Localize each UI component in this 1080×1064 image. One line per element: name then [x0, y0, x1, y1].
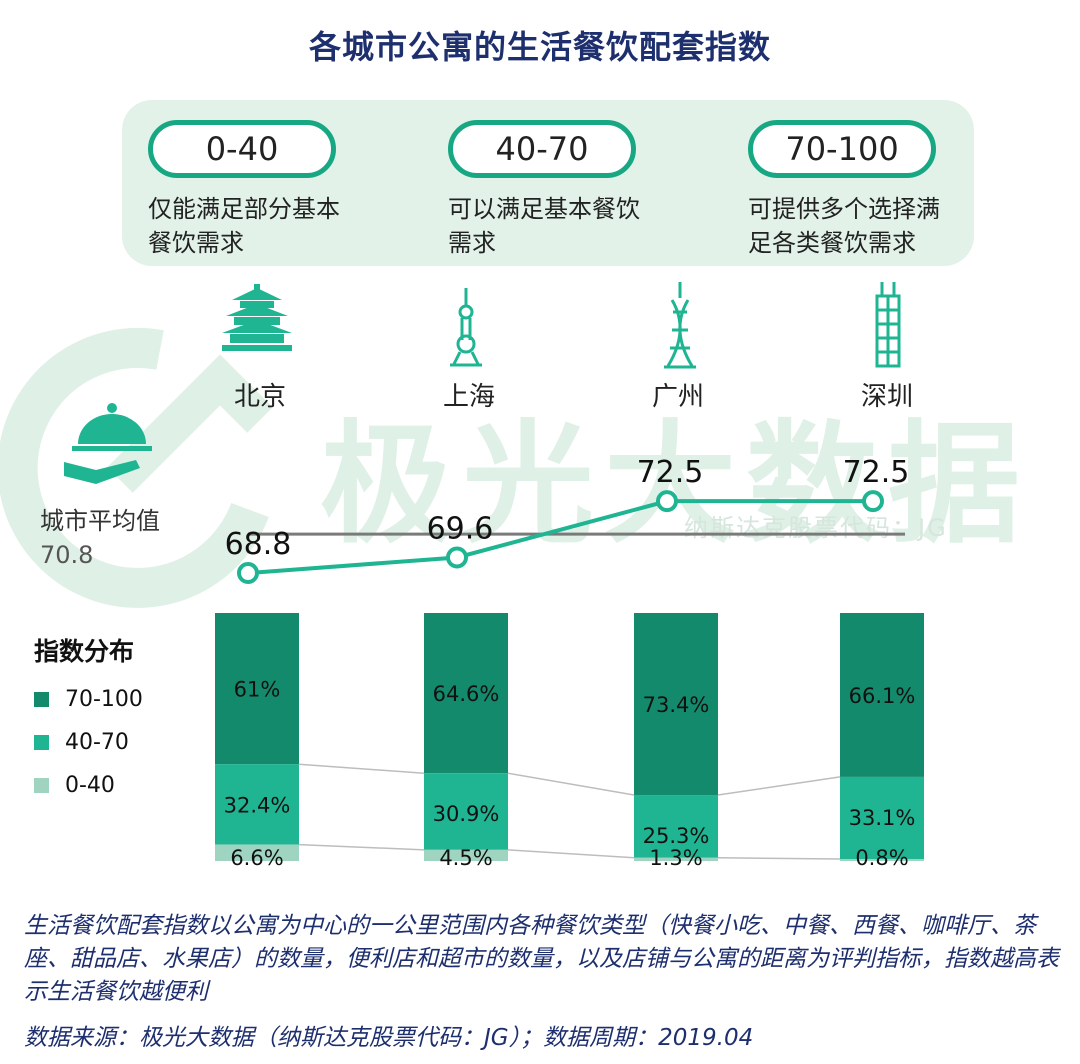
bar-segment — [840, 859, 924, 861]
bar-value-label: 33.1% — [849, 806, 916, 830]
stacked-bar-chart: 61% 32.4% 6.6% 64.6% 30.9% 4.5% 73.4% 25.3%1.3%… — [215, 613, 924, 870]
bar-connector-line — [298, 763, 425, 774]
bar-value-label: 25.3% — [643, 824, 710, 848]
bar-segment — [215, 613, 299, 765]
range-description: 仅能满足部分基本 餐饮需求 — [148, 192, 378, 260]
bar-value-label: 1.3% — [649, 846, 702, 870]
range-40-70: 40-70 可以满足基本餐饮 需求 — [448, 120, 678, 260]
bar-connector-line — [507, 772, 635, 796]
line-point — [656, 490, 678, 513]
line-point — [237, 562, 259, 585]
legend-label: 0-40 — [65, 773, 115, 798]
bar-value-label: 64.6% — [433, 682, 500, 706]
average-label: 城市平均值 70.8 — [40, 504, 160, 572]
range-description: 可以满足基本餐饮 需求 — [448, 192, 678, 260]
canton-tower-icon — [664, 282, 696, 369]
bar-segment — [424, 849, 508, 861]
line-value-label: 72.5 — [637, 455, 704, 490]
line-value-label: 69.6 — [427, 511, 494, 546]
legend-swatch — [34, 692, 49, 707]
range-desc-line: 仅能满足部分基本 — [148, 195, 340, 223]
bar-connector-line — [717, 776, 841, 796]
line-point — [862, 490, 884, 513]
line-value-label: 72.5 — [843, 455, 910, 490]
line-chart: 68.8 69.6 72.5 72.5 — [225, 455, 910, 585]
range-description: 可提供多个选择满 足各类餐饮需求 — [748, 192, 978, 260]
city-label-shenzhen: 深圳 — [860, 382, 913, 412]
city-label-beijing: 北京 — [233, 382, 286, 412]
bar-value-label: 30.9% — [433, 802, 500, 826]
range-desc-line: 足各类餐饮需求 — [748, 229, 916, 257]
legend-swatch — [34, 778, 49, 793]
legend-label: 70-100 — [65, 687, 143, 712]
bar-connector-line — [507, 849, 635, 859]
bar-value-label: 73.4% — [643, 693, 710, 717]
city-label-guangzhou: 广州 — [651, 382, 704, 412]
bar-value-label: 32.4% — [224, 793, 291, 817]
distribution-legend-title: 指数分布 — [34, 637, 135, 666]
bar-value-label: 6.6% — [230, 846, 283, 870]
bar-connector-line — [298, 843, 425, 851]
range-0-40: 0-40 仅能满足部分基本 餐饮需求 — [148, 120, 378, 260]
bar-connector-line — [717, 857, 841, 860]
line-value-label: 68.8 — [225, 527, 292, 562]
shenzhen-skyscraper-icon — [875, 282, 901, 368]
range-pill: 40-70 — [448, 120, 636, 178]
range-pill: 70-100 — [748, 120, 936, 178]
food-service-icon — [64, 403, 152, 484]
bar-segment — [840, 613, 924, 777]
temple-of-heaven-icon — [222, 284, 292, 351]
oriental-pearl-tower-icon — [450, 288, 482, 367]
bar-value-label: 0.8% — [855, 846, 908, 870]
average-value: 70.8 — [40, 541, 94, 569]
range-desc-line: 餐饮需求 — [148, 229, 244, 257]
legend-item-40-70: 40-70 — [34, 721, 143, 764]
index-range-legend: 0-40 仅能满足部分基本 餐饮需求 40-70 可以满足基本餐饮 需求 70-… — [122, 100, 974, 266]
range-desc-line: 可以满足基本餐饮 — [448, 195, 640, 223]
bar-segment — [424, 613, 508, 774]
city-icons — [64, 282, 901, 484]
average-label-text: 城市平均值 — [40, 507, 160, 535]
bar-segment — [634, 857, 718, 861]
line-series — [247, 499, 873, 576]
bar-segment — [840, 776, 924, 860]
bar-segment — [215, 844, 299, 861]
bar-segment — [215, 764, 299, 845]
chart-title: 各城市公寓的生活餐饮配套指数 — [308, 28, 771, 66]
bar-segment — [634, 613, 718, 796]
city-label-shanghai: 上海 — [442, 382, 495, 412]
bar-value-label: 4.5% — [439, 846, 492, 870]
legend-swatch — [34, 735, 49, 750]
range-desc-line: 需求 — [448, 229, 496, 257]
range-pill: 0-40 — [148, 120, 336, 178]
bar-segment — [634, 795, 718, 858]
legend-label: 40-70 — [65, 730, 129, 755]
legend-item-70-100: 70-100 — [34, 678, 143, 721]
range-70-100: 70-100 可提供多个选择满 足各类餐饮需求 — [748, 120, 978, 260]
data-source: 数据来源：极光大数据（纳斯达克股票代码：JG）；数据周期：2019.04 — [24, 1025, 754, 1051]
distribution-legend: 指数分布 70-100 40-70 0-40 — [34, 632, 143, 807]
bar-value-label: 61% — [234, 678, 281, 702]
range-desc-line: 可提供多个选择满 — [748, 195, 940, 223]
footnote: 生活餐饮配套指数以公寓为中心的一公里范围内各种餐饮类型（快餐小吃、中餐、西餐、咖… — [24, 913, 1059, 1005]
line-point — [446, 546, 468, 569]
bar-segment — [424, 773, 508, 850]
legend-item-0-40: 0-40 — [34, 764, 143, 807]
bar-value-label: 66.1% — [849, 684, 916, 708]
